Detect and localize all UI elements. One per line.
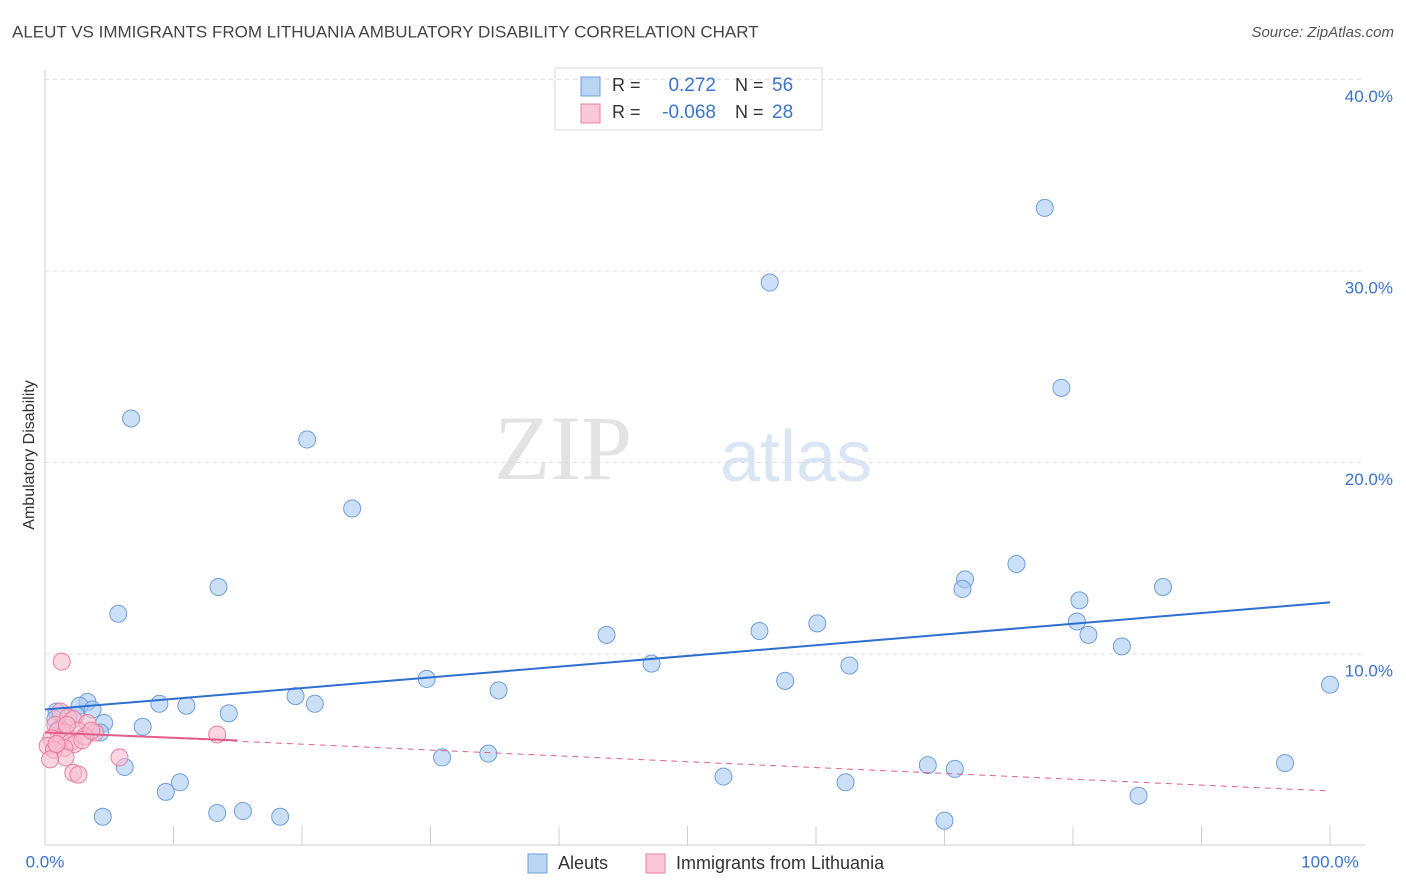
scatter-point <box>150 694 169 713</box>
scatter-point <box>219 704 238 723</box>
scatter-point <box>110 748 129 767</box>
scatter-point <box>1035 198 1054 217</box>
scatter-point <box>433 748 452 767</box>
watermark: atlas <box>720 417 872 497</box>
legend-label: Immigrants from Lithuania <box>676 853 885 873</box>
scatter-point <box>489 681 508 700</box>
scatter-point <box>343 499 362 518</box>
scatter-point <box>209 578 228 596</box>
scatter-point <box>1079 625 1098 644</box>
scatter-point <box>47 735 66 754</box>
legend-swatch <box>580 103 601 124</box>
scatter-point <box>1052 378 1071 397</box>
scatter-point <box>1321 675 1339 694</box>
scatter-point <box>271 807 290 826</box>
scatter-point <box>82 721 101 740</box>
scatter-point <box>808 614 827 633</box>
scatter-point <box>840 656 859 675</box>
scatter-point <box>1007 555 1026 574</box>
scatter-point <box>52 652 71 671</box>
scatter-point <box>93 807 112 826</box>
chart-title: ALEUT VS IMMIGRANTS FROM LITHUANIA AMBUL… <box>12 22 759 41</box>
scatter-point <box>156 782 175 801</box>
scatter-point <box>1112 637 1131 656</box>
legend-r-label: R = <box>612 102 641 122</box>
scatter-point <box>133 717 152 736</box>
legend-swatch <box>580 76 601 97</box>
watermark: ZIP <box>494 397 632 499</box>
scatter-point <box>1070 591 1089 610</box>
trend-line <box>44 601 1331 711</box>
scatter-point <box>170 773 189 792</box>
trend-line <box>44 732 1331 792</box>
y-tick-label: 40.0% <box>1345 87 1393 106</box>
legend-n: 56 <box>772 75 793 96</box>
scatter-point <box>57 715 76 734</box>
scatter-point <box>760 273 779 292</box>
legend-n-label: N = <box>735 102 764 122</box>
scatter-point <box>286 687 305 706</box>
scatter-point <box>177 696 196 715</box>
scatter-point <box>479 744 498 763</box>
scatter-point <box>41 750 60 769</box>
scatter-point <box>918 756 937 775</box>
scatter-point <box>1153 578 1172 596</box>
legend-swatch <box>527 853 548 874</box>
y-tick-label: 10.0% <box>1345 662 1393 681</box>
scatter-point <box>776 671 795 690</box>
scatter-point <box>836 773 855 792</box>
scatter-point <box>945 759 964 778</box>
scatter-point <box>953 579 972 598</box>
x-tick-label: 100.0% <box>1301 852 1359 871</box>
scatter-point <box>750 622 769 641</box>
scatter-point <box>208 803 227 822</box>
legend-n-label: N = <box>735 75 764 95</box>
scatter-point <box>305 694 324 713</box>
scatter-point <box>935 811 954 830</box>
y-tick-label: 30.0% <box>1345 279 1393 298</box>
scatter-point <box>1129 786 1148 805</box>
scatter-point <box>298 430 317 449</box>
trend-line-solid <box>44 731 238 742</box>
scatter-point <box>1067 612 1086 631</box>
legend-label: Aleuts <box>558 853 608 873</box>
legend-n: 28 <box>772 102 793 123</box>
scatter-point <box>714 767 733 786</box>
scatter-point <box>1276 754 1295 773</box>
legend-swatch <box>645 853 666 874</box>
legend-r: 0.272 <box>668 75 716 96</box>
legend-r-label: R = <box>612 75 641 95</box>
x-tick-label: 0.0% <box>26 852 65 871</box>
scatter-point <box>233 802 252 821</box>
scatter-point <box>597 625 616 644</box>
scatter-point <box>109 604 128 623</box>
y-axis-label: Ambulatory Disability <box>21 380 38 529</box>
y-tick-label: 20.0% <box>1345 470 1393 489</box>
scatter-point <box>122 409 141 428</box>
source: Source: ZipAtlas.com <box>1251 24 1394 41</box>
scatter-point <box>69 765 88 784</box>
legend-r: -0.068 <box>662 102 716 123</box>
